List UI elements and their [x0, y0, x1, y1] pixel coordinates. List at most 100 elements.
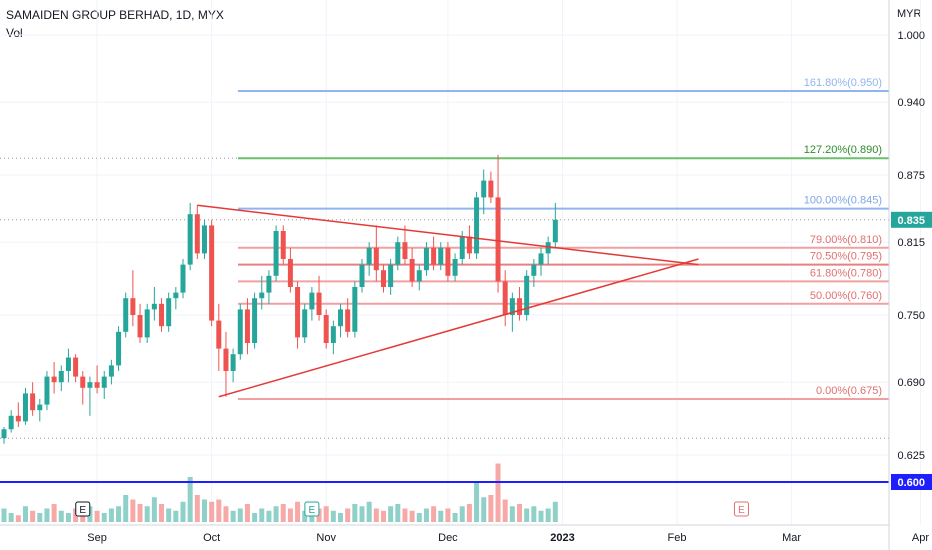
currency-label: MYR	[897, 8, 922, 20]
volume-bar	[123, 495, 129, 522]
candle-body	[201, 225, 207, 254]
event-marker	[75, 501, 91, 517]
volume-bar	[94, 510, 100, 522]
trendline	[197, 204, 699, 266]
candle-body	[352, 287, 358, 332]
volume-bar	[151, 497, 157, 522]
volume-bar	[502, 499, 508, 522]
x-tick-label: Nov	[316, 532, 336, 544]
volume-bar	[1, 508, 7, 522]
volume-bar	[474, 481, 480, 522]
volume-bar	[259, 508, 265, 522]
x-tick-label: 2023	[550, 532, 574, 544]
volume-bar	[330, 510, 336, 522]
candle-body	[259, 292, 265, 299]
volume-bar	[488, 495, 494, 522]
volume-bar	[187, 477, 193, 522]
candle-body	[474, 197, 480, 254]
candle-body	[1, 429, 7, 439]
volume-bar	[338, 513, 344, 522]
volume-bar	[194, 495, 200, 522]
candle-body	[37, 404, 43, 411]
volume-bar	[438, 510, 444, 522]
last-price-badge	[891, 211, 932, 228]
candle-body	[488, 180, 494, 198]
volume-bar	[15, 515, 21, 522]
volume-bar	[116, 506, 122, 522]
volume-bar	[466, 504, 472, 522]
candle-body	[130, 298, 136, 315]
candle-body	[159, 303, 165, 327]
candle-body	[123, 298, 129, 332]
volume-bar	[237, 508, 243, 522]
horizontal-line-label: 0.600	[897, 477, 925, 489]
candle-body	[316, 292, 322, 315]
last-price-label: 0.835	[897, 215, 925, 227]
candle-body	[466, 236, 472, 254]
candle-body	[509, 298, 515, 315]
candle-body	[101, 376, 107, 388]
volume-bar	[380, 510, 386, 522]
candle-body	[58, 371, 64, 383]
candle-body	[15, 415, 21, 422]
fib-label: 0.00%(0.675)	[816, 385, 882, 397]
volume-bar	[44, 508, 50, 522]
candle-body	[409, 259, 415, 282]
candle-body	[237, 309, 243, 355]
candle-body	[22, 393, 28, 422]
candle-body	[223, 348, 229, 371]
candle-body	[8, 415, 14, 430]
candle-body	[216, 320, 222, 349]
candle-body	[166, 298, 172, 327]
horizontal-line-badge	[891, 474, 932, 490]
candle-body	[266, 275, 272, 293]
volume-bar	[538, 510, 544, 522]
candle-body	[137, 315, 143, 338]
chart-title: SAMAIDEN GROUP BERHAD, 1D, MYX	[6, 8, 224, 22]
volume-bar	[402, 508, 408, 522]
candle-body	[116, 331, 122, 366]
candle-body	[280, 231, 286, 259]
volume-bar	[101, 513, 107, 522]
volume-bar	[524, 508, 530, 522]
candle-body	[366, 247, 372, 265]
candle-body	[545, 242, 551, 254]
candle-body	[209, 225, 215, 321]
candle-body	[244, 309, 250, 343]
volume-bar	[416, 513, 422, 522]
candle-body	[51, 376, 57, 383]
event-marker-label: E	[738, 505, 745, 516]
candle-body	[252, 298, 258, 343]
volume-bar	[30, 510, 36, 522]
volume-bar	[445, 508, 451, 522]
trendline	[218, 258, 699, 398]
candle-body	[402, 242, 408, 259]
volume-bar	[230, 510, 236, 522]
candle-body	[273, 231, 279, 276]
candle-body	[345, 309, 351, 332]
volume-bar	[295, 501, 301, 522]
candle-body	[495, 197, 501, 282]
volume-bar	[552, 501, 558, 522]
y-tick-label: 0.625	[897, 450, 925, 462]
candle-body	[445, 247, 451, 276]
candle-body	[338, 309, 344, 327]
volume-bar	[273, 506, 279, 522]
volume-label: Vol	[6, 26, 23, 40]
candle-body	[230, 354, 236, 371]
candle-body	[287, 259, 293, 287]
volume-bar	[244, 504, 250, 522]
candle-body	[44, 376, 50, 405]
candle-body	[359, 264, 365, 287]
candle-body	[151, 303, 157, 310]
candle-body	[481, 180, 487, 198]
volume-bar	[37, 513, 43, 522]
candle-body	[94, 382, 100, 388]
volume-bar	[431, 506, 437, 522]
candle-body	[87, 382, 93, 388]
event-marker	[733, 501, 749, 517]
volume-bar	[144, 506, 150, 522]
fib-label: 161.80%(0.950)	[804, 77, 882, 89]
x-tick-label: Feb	[668, 532, 687, 544]
